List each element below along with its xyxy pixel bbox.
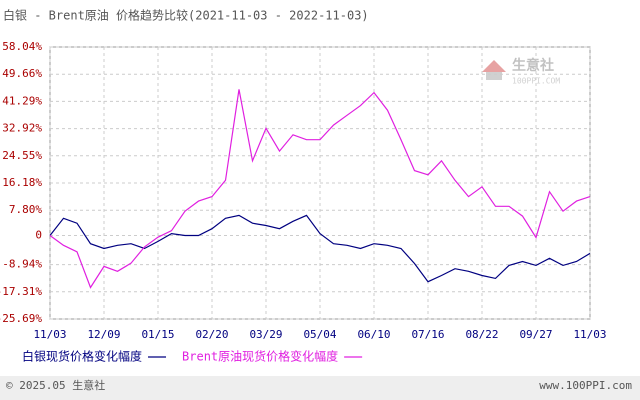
x-tick-label: 06/10	[357, 328, 390, 341]
watermark-icon	[482, 60, 506, 72]
legend-label: 白银现货价格变化幅度	[22, 349, 142, 364]
footer-left: © 2025.05 生意社	[6, 378, 105, 392]
x-tick-label: 05/04	[303, 328, 336, 341]
y-tick-label: 58.04%	[2, 40, 42, 53]
y-tick-label: -25.69%	[0, 312, 42, 325]
y-tick-label: -8.94%	[2, 258, 42, 271]
x-tick-label: 11/03	[33, 328, 66, 341]
chart-title: 白银 - Brent原油 价格趋势比较(2021-11-03 - 2022-11…	[3, 8, 369, 23]
series-line	[49, 89, 591, 289]
x-tick-label: 03/29	[249, 328, 282, 341]
y-tick-label: 32.92%	[2, 122, 42, 135]
watermark-icon	[486, 72, 502, 80]
watermark-site: 100PPI.COM	[512, 77, 560, 86]
y-tick-label: 7.80%	[9, 203, 42, 216]
x-tick-label: 12/09	[87, 328, 120, 341]
watermark-brand: 生意社	[512, 57, 554, 74]
watermark: 生意社 100PPI.COM	[482, 57, 560, 86]
x-tick-label: 08/22	[465, 328, 498, 341]
y-tick-label: -17.31%	[0, 285, 42, 298]
y-tick-label: 49.66%	[2, 67, 42, 80]
footer-bar	[0, 376, 640, 400]
y-tick-label: 41.29%	[2, 94, 42, 107]
x-tick-label: 07/16	[411, 328, 444, 341]
series-line	[49, 214, 591, 283]
y-tick-label: 24.55%	[2, 149, 42, 162]
x-tick-label: 01/15	[141, 328, 174, 341]
y-tick-label: 16.18%	[2, 176, 42, 189]
y-tick-label: 0	[35, 229, 42, 242]
x-tick-label: 11/03	[573, 328, 606, 341]
legend-label: Brent原油现货价格变化幅度	[182, 349, 338, 364]
x-tick-label: 09/27	[519, 328, 552, 341]
x-tick-label: 02/20	[195, 328, 228, 341]
footer-right: www.100PPI.com	[539, 379, 632, 392]
